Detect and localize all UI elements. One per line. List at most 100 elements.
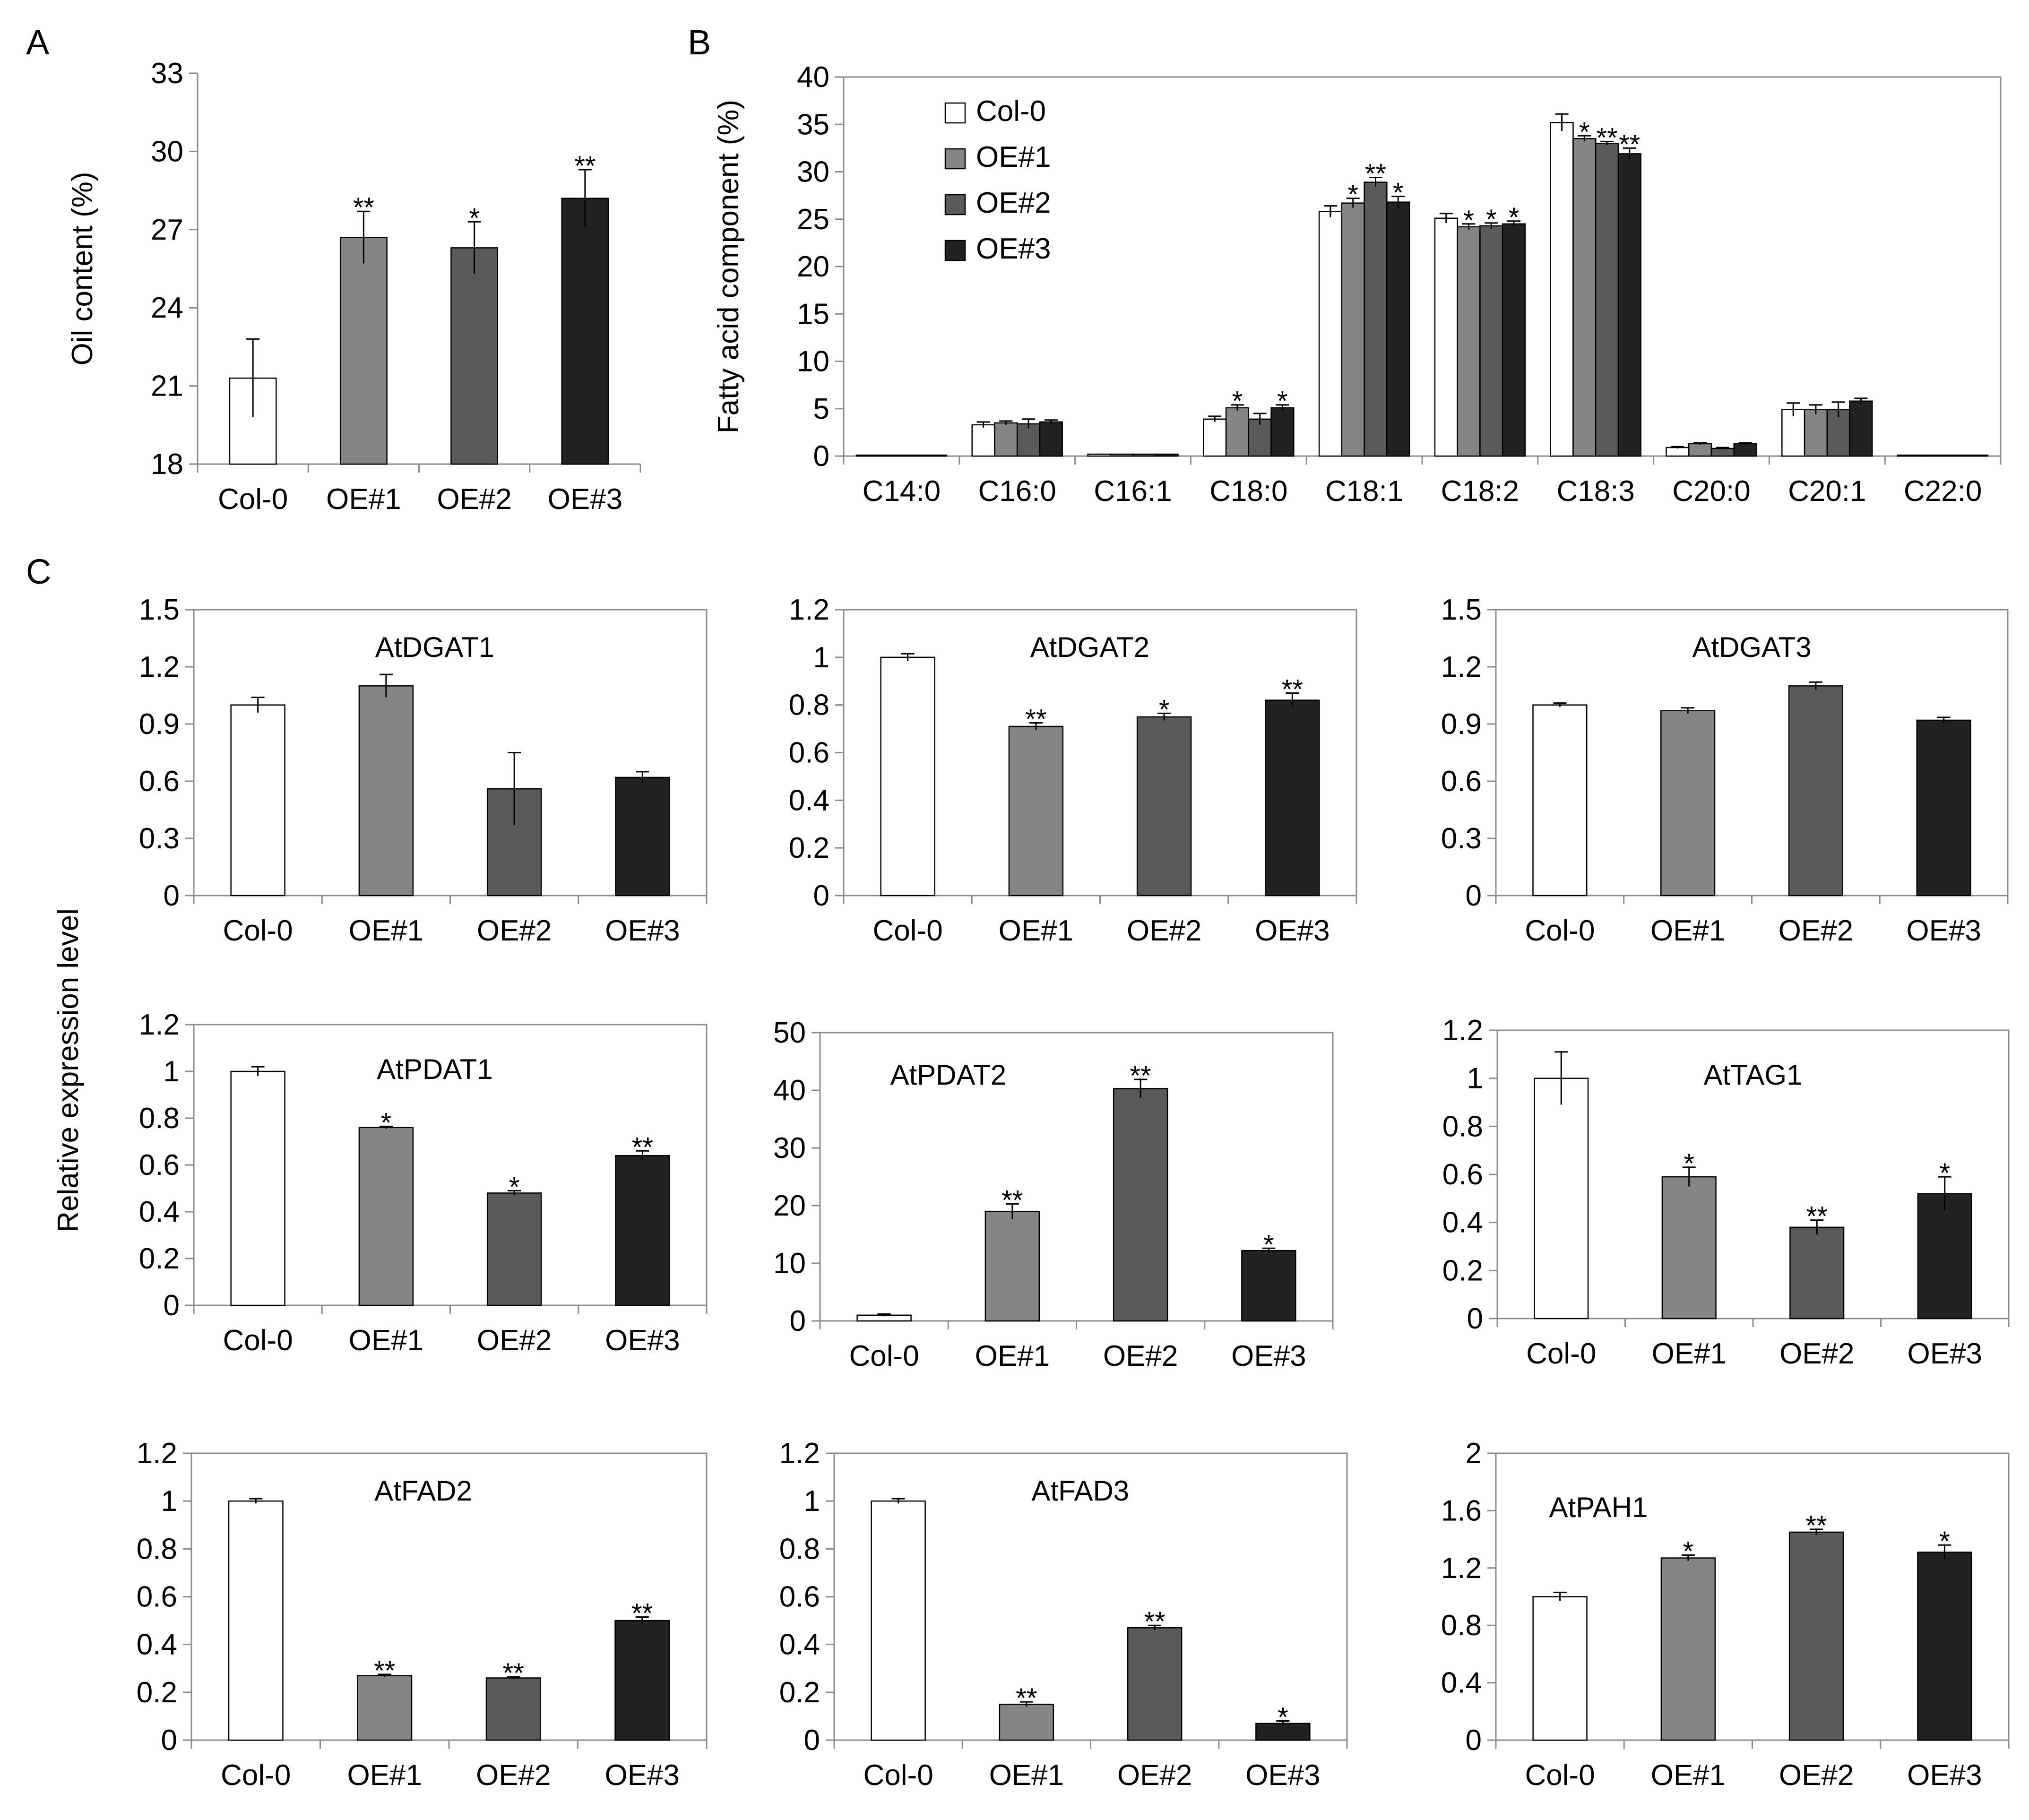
chart-c-atfad2-oe3-significance-mark: ** [631, 1598, 653, 1629]
chart-c-atfad2-oe1-bar [357, 1675, 413, 1741]
chart-c-atdgat3-ytick-label: 0.6 [1441, 765, 1482, 798]
chart-c-attag1-xtick-label: OE#2 [1779, 1337, 1855, 1370]
chart-c-atfad3-col-0-bar [871, 1500, 926, 1741]
chart-c-atdgat1-ytick-label: 1.2 [139, 651, 180, 683]
chart-c-atpah1-xtick-label: OE#1 [1651, 1759, 1726, 1792]
chart-b-ytick-label: 25 [797, 203, 829, 236]
chart-c-atfad2-ytick-label: 1 [161, 1485, 177, 1518]
chart-c-atfad2-xtick-label: OE#3 [604, 1759, 680, 1792]
chart-b-oe3-significance-mark: * [1277, 386, 1288, 417]
chart-c-atdgat3-xtick-label: OE#1 [1650, 914, 1726, 947]
chart-c-atfad2-xtick-label: Col-0 [221, 1759, 291, 1792]
chart-b-oe3-bar [1386, 201, 1410, 457]
chart-c-atpdat1-ytick-label: 1.2 [139, 1009, 180, 1041]
chart-c-atdgat3-xtick-label: Col-0 [1525, 914, 1595, 947]
chart-b-oe2-significance-mark: ** [1596, 122, 1617, 153]
chart-c-attag1-ytick-label: 0 [1467, 1302, 1483, 1335]
chart-c-attag1-xtick-label: OE#3 [1907, 1337, 1982, 1370]
chart-c-atdgat2-ytick-label: 1.2 [789, 594, 829, 626]
chart-c-atpdat2-xtick-label: OE#1 [975, 1340, 1050, 1372]
chart-c-atdgat3-oe3-bar [1916, 719, 1971, 897]
chart-a-oe2-significance-mark: * [469, 203, 480, 233]
chart-c-attag1-ytick-label: 1 [1467, 1062, 1483, 1095]
chart-c-attag1-oe2-significance-mark: ** [1806, 1201, 1828, 1232]
legend-swatch-col-0 [944, 102, 966, 124]
chart-a-ytick-label: 18 [151, 448, 183, 481]
chart-c-atpdat1-xtick-label: OE#1 [349, 1324, 424, 1357]
chart-c-atdgat2-ytick-label: 1 [813, 641, 829, 674]
chart-b-oe1-significance-mark: * [1347, 180, 1358, 210]
chart-c-attag1-oe3-significance-mark: * [1939, 1158, 1950, 1189]
chart-c-atpdat2-ytick-label: 20 [773, 1190, 806, 1222]
chart-a-ylabel: Oil content (%) [66, 172, 99, 365]
chart-c-atpdat2-oe2-significance-mark: ** [1130, 1061, 1151, 1091]
chart-b-oe1-bar [878, 454, 902, 457]
chart-b-oe3-bar [1849, 400, 1873, 457]
chart-b-col-0-bar [1550, 121, 1574, 457]
chart-b-oe2-significance-mark: * [1486, 204, 1497, 235]
chart-b-ytick-label: 20 [797, 250, 829, 283]
chart-c-atdgat2-oe1-bar [1008, 725, 1064, 897]
chart-c-atdgat3-ytick-label: 1.2 [1441, 651, 1482, 683]
chart-b-oe1-bar [1341, 202, 1365, 457]
chart-c-atdgat3-ytick-label: 0.3 [1441, 822, 1482, 855]
chart-a-oe3-bar [561, 198, 609, 465]
chart-b-xtick-label: C18:0 [1209, 475, 1287, 508]
chart-c-atdgat2-ytick-label: 0.2 [789, 832, 829, 864]
chart-c-atfad2-ytick-label: 0.4 [137, 1629, 177, 1661]
chart-c-attag1-oe2-bar [1789, 1226, 1845, 1320]
chart-c-atfad2-ytick-label: 0.8 [137, 1533, 177, 1565]
chart-c-atdgat1-ytick-label: 0.6 [139, 765, 180, 798]
chart-c-atfad2-ytick-label: 0.6 [137, 1581, 177, 1613]
chart-b-xtick-label: C22:0 [1904, 475, 1982, 508]
chart-c-atfad2-xtick-label: OE#2 [476, 1759, 551, 1792]
chart-c-atpah1-title: AtPAH1 [1549, 1492, 1648, 1523]
chart-c-atdgat3-xtick-label: OE#3 [1906, 914, 1981, 947]
chart-c-atpdat1-ytick-label: 0.2 [139, 1242, 180, 1275]
chart-b-oe3-bar [1502, 223, 1526, 457]
chart-c-atpdat2-xtick-label: OE#2 [1103, 1340, 1178, 1372]
chart-c-atfad2-ytick-label: 0 [161, 1724, 177, 1757]
chart-c-atfad3-oe2-bar [1127, 1627, 1183, 1741]
chart-a-xtick-label: OE#1 [326, 483, 401, 516]
chart-a-col-0-bar [229, 377, 277, 465]
chart-c-atpdat1-oe2-bar [486, 1192, 542, 1306]
chart-c-atfad3-oe1-bar [999, 1703, 1054, 1741]
chart-a-oe2-bar [450, 247, 499, 465]
chart-c-atpdat1-ytick-label: 1 [164, 1055, 180, 1088]
chart-b-col-0-bar [1087, 453, 1111, 457]
chart-c-atfad3-oe2-significance-mark: ** [1144, 1606, 1166, 1637]
chart-c-atfad3-ytick-label: 1.2 [779, 1437, 820, 1470]
chart-c-atdgat3-xtick-label: OE#2 [1779, 914, 1854, 947]
chart-c-attag1-ytick-label: 0.6 [1442, 1158, 1483, 1191]
chart-c-atfad2-oe2-significance-mark: ** [503, 1658, 524, 1689]
chart-a-ytick-label: 27 [151, 214, 183, 246]
chart-b-oe2-bar [1826, 409, 1850, 457]
chart-c-atpdat2-oe1-bar [984, 1210, 1040, 1322]
chart-c-atdgat2-ytick-label: 0.4 [789, 784, 829, 817]
chart-b-oe2-bar [1595, 143, 1619, 457]
chart-c-atdgat3-oe2-bar [1788, 685, 1843, 897]
chart-b-col-0-bar [1318, 211, 1343, 457]
chart-a-xtick-label: OE#3 [548, 483, 623, 516]
chart-b-oe1-bar [1457, 226, 1481, 457]
chart-a-oe3-significance-mark: ** [574, 151, 596, 181]
chart-c-atfad3-title: AtFAD3 [1031, 1475, 1129, 1507]
chart-c-atfad3-ytick-label: 0.8 [779, 1533, 820, 1565]
chart-b-col-0-bar [1434, 217, 1458, 457]
chart-c-attag1-ytick-label: 1.2 [1442, 1014, 1483, 1047]
chart-c-atfad2-ytick-label: 0.2 [137, 1676, 177, 1709]
chart-b-frame [843, 76, 2002, 457]
shared-ylabel: Relative expression level [52, 908, 85, 1233]
chart-b-oe3-bar [1155, 453, 1179, 457]
chart-c-atfad3-ytick-label: 0.2 [779, 1676, 820, 1709]
chart-b-ylabel: Fatty acid component (%) [712, 100, 745, 433]
chart-c-atpah1-oe1-significance-mark: * [1683, 1536, 1694, 1567]
chart-b-col-0-bar [1897, 454, 1921, 457]
chart-b-ytick-label: 40 [797, 61, 829, 94]
chart-c-atdgat2-title: AtDGAT2 [1030, 631, 1149, 663]
chart-c-atfad3-oe1-significance-mark: ** [1016, 1683, 1037, 1714]
legend-label: OE#1 [976, 141, 1051, 173]
chart-c-atdgat1-xtick-label: OE#1 [349, 914, 424, 947]
chart-c-atpdat1-xtick-label: OE#3 [605, 1324, 680, 1357]
